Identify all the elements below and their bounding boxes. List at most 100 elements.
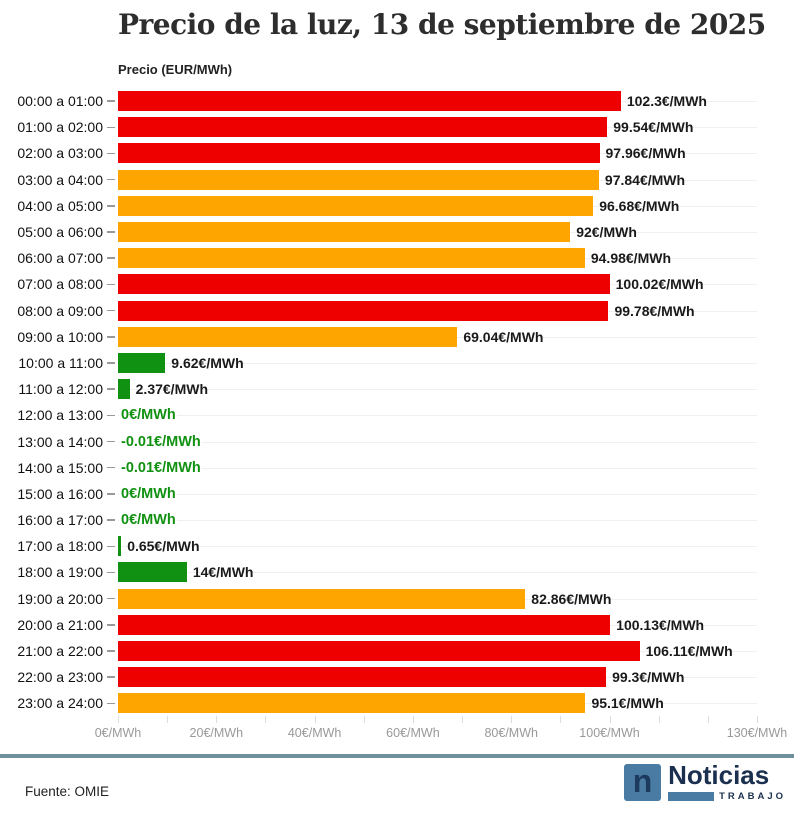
logo-subtitle: TRABAJO [719,791,786,802]
category-tick [107,309,115,312]
value-label: 9.62€/MWh [171,354,244,371]
value-label: 0€/MWh [121,407,176,424]
category-label: 01:00 a 02:00 [17,119,103,136]
bar [118,667,607,688]
value-label: 100.13€/MWh [616,616,705,633]
value-label: 99.78€/MWh [614,302,695,319]
x-axis-tick [707,716,709,723]
category-label: 03:00 a 04:00 [17,171,103,188]
gridline [118,415,757,417]
x-axis-tick [757,716,758,723]
category-label: 19:00 a 20:00 [17,590,103,607]
chart-row: 11:00 a 12:00 2.37€/MWh [0,376,794,402]
bar [118,588,526,609]
x-axis-tick [216,716,218,723]
plot-area-row: 96.68€/MWh [118,193,794,219]
x-axis: 0€/MWh 20€/MWh 40€/MWh 60€/MWh 80€/MWh 100€/M… [95,716,787,750]
category-label: 04:00 a 05:00 [17,197,103,214]
category-tick [107,126,115,129]
value-label: 106.11€/MWh [645,643,733,660]
value-label: 94.98€/MWh [590,250,671,267]
gridline [118,389,757,391]
gridline [118,441,757,443]
x-axis-label: 100€/MWh [579,726,640,740]
category-tick [107,597,115,600]
bar [118,221,571,242]
chart-row: 23:00 a 24:00 95.1€/MWh [0,690,794,716]
category-tick [107,231,115,233]
logo-bar-icon [668,792,715,801]
category-tick [107,152,115,155]
value-label: 0.65€/MWh [127,538,200,555]
footer-divider [0,754,794,758]
logo-n-icon: n [624,764,662,801]
value-label: 69.04€/MWh [463,328,544,345]
plot-area-row: -0.01€/MWh [118,455,794,481]
x-axis-tick [167,716,169,723]
category-tick [107,545,115,548]
plot-area-row: 0€/MWh [118,402,794,428]
plot-area-row: 97.84€/MWh [118,167,794,193]
category-label: 20:00 a 21:00 [17,616,103,633]
plot-area-row: 100.13€/MWh [118,612,794,638]
bar [118,562,187,583]
noticias-trabajo-logo: n Noticias TRABAJO [624,762,786,802]
bar [118,536,122,557]
plot-area-row: 2.37€/MWh [118,376,794,402]
x-axis-label: 20€/MWh [189,726,244,740]
x-axis-label: 40€/MWh [287,726,342,740]
bar [118,352,166,373]
gridline [118,572,757,574]
category-label: 05:00 a 06:00 [17,224,103,241]
value-label: -0.01€/MWh [121,433,201,450]
value-label: 97.96€/MWh [605,145,686,162]
chart-row: 09:00 a 10:00 69.04€/MWh [0,324,794,350]
plot-area-row: 0€/MWh [118,481,794,507]
category-label: 02:00 a 03:00 [17,145,103,162]
bar [118,640,640,661]
x-axis-label: 0€/MWh [94,726,142,740]
x-axis-tick [314,716,316,723]
value-label: 95.1€/MWh [591,695,664,712]
value-label: 97.84€/MWh [604,171,686,188]
gridline [118,546,757,548]
chart-row: 00:00 a 01:00 102.3€/MWh [0,88,794,114]
bar [118,274,610,295]
value-label: 82.86€/MWh [531,590,612,607]
category-label: 21:00 a 22:00 [17,643,103,660]
plot-area-row: 0€/MWh [118,507,794,533]
bar [118,248,585,269]
plot-area-row: 94.98€/MWh [118,245,794,271]
chart-row: 12:00 a 13:00 0€/MWh [0,402,794,428]
x-axis-label: 80€/MWh [484,726,538,740]
chart-row: 19:00 a 20:00 82.86€/MWh [0,586,794,612]
category-label: 08:00 a 09:00 [17,302,103,319]
logo-subtitle-row: TRABAJO [668,791,786,802]
x-axis-tick [363,716,365,723]
value-label: 100.02€/MWh [615,276,704,293]
x-axis-tick [511,716,513,723]
category-tick [107,493,115,495]
category-label: 17:00 a 18:00 [17,538,103,555]
bar [118,195,594,216]
chart-row: 02:00 a 03:00 97.96€/MWh [0,140,794,166]
value-label: 0€/MWh [121,512,176,529]
category-label: 07:00 a 08:00 [17,276,103,293]
bar [118,300,609,321]
plot-area-row: -0.01€/MWh [118,428,794,454]
value-label: 99.54€/MWh [613,119,694,136]
category-tick [107,283,115,286]
chart-row: 13:00 a 14:00 -0.01€/MWh [0,428,794,454]
chart-row: 22:00 a 23:00 99.3€/MWh [0,664,794,690]
value-label: 102.3€/MWh [626,93,707,110]
chart-row: 06:00 a 07:00 94.98€/MWh [0,245,794,271]
bar [118,143,600,164]
chart-row: 10:00 a 11:00 9.62€/MWh [0,350,794,376]
category-label: 09:00 a 10:00 [17,328,103,345]
category-label: 13:00 a 14:00 [17,433,103,450]
plot-area-row: 102.3€/MWh [118,88,794,114]
bar [118,379,130,400]
value-label: 92€/MWh [576,224,637,241]
plot-area-row: 92€/MWh [118,219,794,245]
chart-row: 01:00 a 02:00 99.54€/MWh [0,114,794,140]
